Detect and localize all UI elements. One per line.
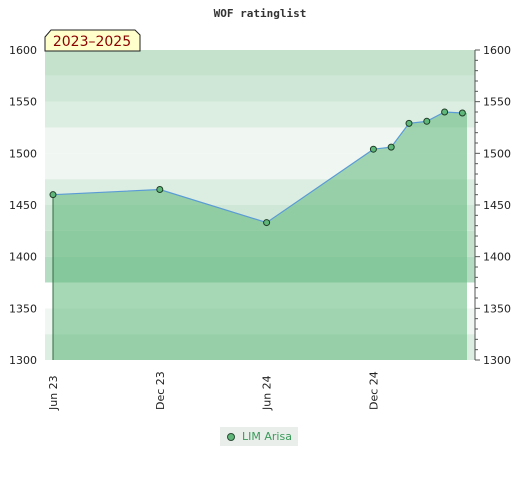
x-tick-label: Jun 24 bbox=[261, 375, 274, 411]
legend[interactable]: LIM Arisa bbox=[220, 427, 298, 446]
data-point[interactable] bbox=[423, 117, 431, 125]
y-tick-label-left: 1450 bbox=[9, 199, 37, 212]
data-point[interactable] bbox=[156, 186, 164, 193]
data-point[interactable] bbox=[441, 108, 449, 116]
x-tick-label: Dec 23 bbox=[154, 371, 167, 410]
y-tick-label-right: 1300 bbox=[483, 354, 511, 367]
chart-title: WOF ratinglist bbox=[214, 7, 307, 20]
y-tick-label-right: 1600 bbox=[483, 44, 511, 57]
x-axis: Jun 23 Dec 23 Jun 24 Dec 24 bbox=[47, 371, 380, 411]
data-point[interactable] bbox=[405, 119, 413, 127]
y-tick-label-right: 1450 bbox=[483, 199, 511, 212]
x-tick-label: Dec 24 bbox=[367, 371, 380, 410]
y-axis-left: 1300 1350 1400 1450 1500 1550 1600 bbox=[9, 44, 37, 367]
y-tick-label-left: 1600 bbox=[9, 44, 37, 57]
legend-marker-icon bbox=[227, 432, 235, 441]
period-badge: 2023–2025 bbox=[44, 29, 141, 52]
series-points bbox=[49, 108, 466, 227]
period-badge-box bbox=[44, 29, 141, 52]
grid-band bbox=[45, 75, 475, 102]
y-tick-label-right: 1350 bbox=[483, 302, 511, 315]
data-point[interactable] bbox=[49, 191, 57, 199]
y-axis-right: 1300 1350 1400 1450 1500 1550 1600 bbox=[474, 44, 511, 367]
y-tick-label-left: 1500 bbox=[9, 147, 37, 160]
legend-label: LIM Arisa bbox=[242, 430, 292, 443]
y-tick-label-right: 1400 bbox=[483, 251, 511, 264]
grid-band bbox=[45, 50, 475, 76]
x-tick-label: Jun 23 bbox=[47, 375, 60, 411]
data-point[interactable] bbox=[387, 143, 395, 151]
data-point[interactable] bbox=[263, 219, 271, 227]
series-area-fill bbox=[53, 112, 467, 360]
y-tick-label-left: 1350 bbox=[9, 302, 37, 315]
period-badge-label: 2023–2025 bbox=[53, 34, 131, 50]
y-tick-label-right: 1500 bbox=[483, 147, 511, 160]
grid-band bbox=[45, 101, 475, 128]
y-tick-label-right: 1550 bbox=[483, 96, 511, 109]
y-tick-label-left: 1400 bbox=[9, 251, 37, 264]
y-tick-label-left: 1300 bbox=[9, 354, 37, 367]
data-point[interactable] bbox=[369, 145, 377, 153]
data-point[interactable] bbox=[458, 109, 466, 117]
y-tick-label-left: 1550 bbox=[9, 96, 37, 109]
